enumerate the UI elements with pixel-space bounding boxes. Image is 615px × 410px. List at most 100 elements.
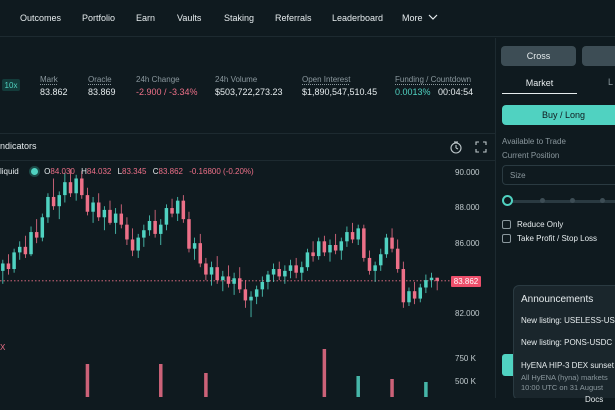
candle-body: [305, 252, 310, 268]
indicators-button[interactable]: ndicators: [0, 141, 37, 151]
funding-countdown: 00:04:54: [438, 87, 474, 97]
candle-body: [1, 263, 5, 271]
margin-mode-button[interactable]: [582, 46, 615, 66]
candle-body: [181, 200, 186, 220]
change-value: -2.900 / -3.34%: [136, 87, 198, 97]
nav-leaderboard[interactable]: Leaderboard: [332, 13, 384, 23]
nav-referrals[interactable]: Referrals: [275, 13, 312, 23]
candle-body: [40, 217, 45, 238]
buy-long-button[interactable]: Buy / Long: [502, 105, 615, 125]
slider-step[interactable]: [570, 198, 575, 203]
candle-body: [356, 228, 360, 240]
tpsl-checkbox[interactable]: [502, 234, 511, 243]
docs-link[interactable]: Docs: [585, 395, 604, 404]
chevron-down-icon[interactable]: [428, 12, 438, 22]
candle-body: [130, 239, 135, 251]
volume-label: 24h Volume: [215, 75, 258, 84]
candle-body: [68, 182, 73, 194]
announcement-detail: All HyENA (hyna) markets: [521, 373, 608, 382]
candle-body: [429, 277, 434, 281]
candle-body: [283, 270, 287, 277]
reduce-only-checkbox[interactable]: [502, 220, 511, 229]
top-nav: Outcomes Portfolio Earn Vaults Staking R…: [0, 0, 615, 37]
candle-body: [373, 265, 377, 271]
volume-bar: [85, 364, 90, 397]
candle-body: [221, 276, 225, 281]
stat-24h-volume: 24h Volume $503,722,273.23: [215, 75, 283, 97]
candle-body: [243, 289, 248, 301]
candle-body: [204, 263, 208, 275]
candle-body: [209, 267, 214, 275]
stat-24h-change: 24h Change -2.900 / -3.34%: [136, 75, 198, 97]
ohlc-o-label: O: [44, 167, 51, 176]
candle-body: [91, 202, 95, 212]
last-price-tag: 83.862: [451, 276, 481, 287]
chart-area[interactable]: [0, 135, 495, 410]
candle-body: [17, 246, 22, 253]
candle-body: [226, 276, 231, 284]
candle-body: [108, 209, 112, 223]
announcement-detail: 10:00 UTC on 31 August: [521, 383, 604, 392]
candle-body: [232, 278, 236, 284]
size-slider[interactable]: [508, 200, 615, 203]
candle-body: [63, 182, 67, 196]
slider-step[interactable]: [540, 198, 545, 203]
announcement-item[interactable]: HyENA HIP-3 DEX sunset: [521, 361, 614, 370]
announcements-popup: [513, 285, 615, 400]
stat-funding: Funding / Countdown 0.0013% 00:04:54: [395, 75, 473, 97]
tab-market[interactable]: Market: [502, 72, 577, 94]
nav-staking[interactable]: Staking: [224, 13, 255, 23]
candle-body: [192, 243, 197, 249]
candle-body: [6, 263, 11, 270]
price-chart[interactable]: [0, 135, 495, 410]
mark-value: 83.862: [40, 87, 68, 97]
nav-portfolio[interactable]: Portfolio: [82, 13, 116, 23]
announcements-title: Announcements: [521, 294, 594, 305]
ohlc-change: -0.16800 (-0.20%): [189, 167, 254, 176]
price-tick: 88.000: [455, 203, 480, 212]
candle-body: [328, 245, 332, 253]
volume-bar: [424, 382, 428, 397]
stat-oracle: Oracle 83.869: [88, 75, 116, 97]
crosshair-timer-icon[interactable]: [449, 140, 463, 154]
candle-body: [412, 291, 417, 299]
fullscreen-icon[interactable]: [474, 140, 488, 154]
candle-body: [80, 178, 84, 196]
slider-knob[interactable]: [502, 195, 513, 206]
size-input[interactable]: Size: [502, 165, 615, 185]
candle-body: [401, 269, 406, 303]
candle-body: [271, 269, 276, 275]
candle-body: [12, 252, 16, 270]
candle-body: [254, 289, 259, 297]
candle-body: [311, 252, 315, 257]
ohlc-c-label: C: [152, 167, 159, 176]
tab-limit[interactable]: L: [608, 77, 614, 87]
place-order-button[interactable]: [502, 354, 514, 376]
slider-step[interactable]: [600, 198, 605, 203]
nav-earn[interactable]: Earn: [136, 13, 156, 23]
leverage-badge[interactable]: 10x: [2, 79, 20, 91]
price-tick: 86.000: [455, 239, 480, 248]
candle-body: [316, 241, 321, 257]
nav-outcomes[interactable]: Outcomes: [20, 13, 62, 23]
cross-margin-button[interactable]: Cross: [501, 46, 576, 66]
candle-body: [390, 237, 394, 249]
volume-value: $503,722,273.23: [215, 87, 283, 97]
stat-mark: Mark 83.862: [40, 75, 68, 97]
candle-body: [350, 232, 355, 240]
funding-label: Funding / Countdown: [395, 75, 472, 84]
volume-bar: [356, 376, 360, 397]
candle-body: [164, 208, 169, 225]
oracle-value: 83.869: [88, 87, 116, 97]
candle-body: [435, 277, 439, 281]
nav-vaults[interactable]: Vaults: [177, 13, 202, 23]
candle-body: [29, 232, 33, 255]
candle-body: [85, 195, 90, 212]
candle-body: [339, 241, 344, 251]
tpsl-label: Take Profit / Stop Loss: [517, 234, 598, 243]
candle-body: [384, 237, 389, 255]
announcement-item[interactable]: New listing: USELESS-USD: [521, 316, 615, 325]
announcement-item[interactable]: New listing: PONS-USDC: [521, 338, 613, 347]
nav-more[interactable]: More: [402, 13, 423, 23]
candle-body: [294, 265, 298, 273]
